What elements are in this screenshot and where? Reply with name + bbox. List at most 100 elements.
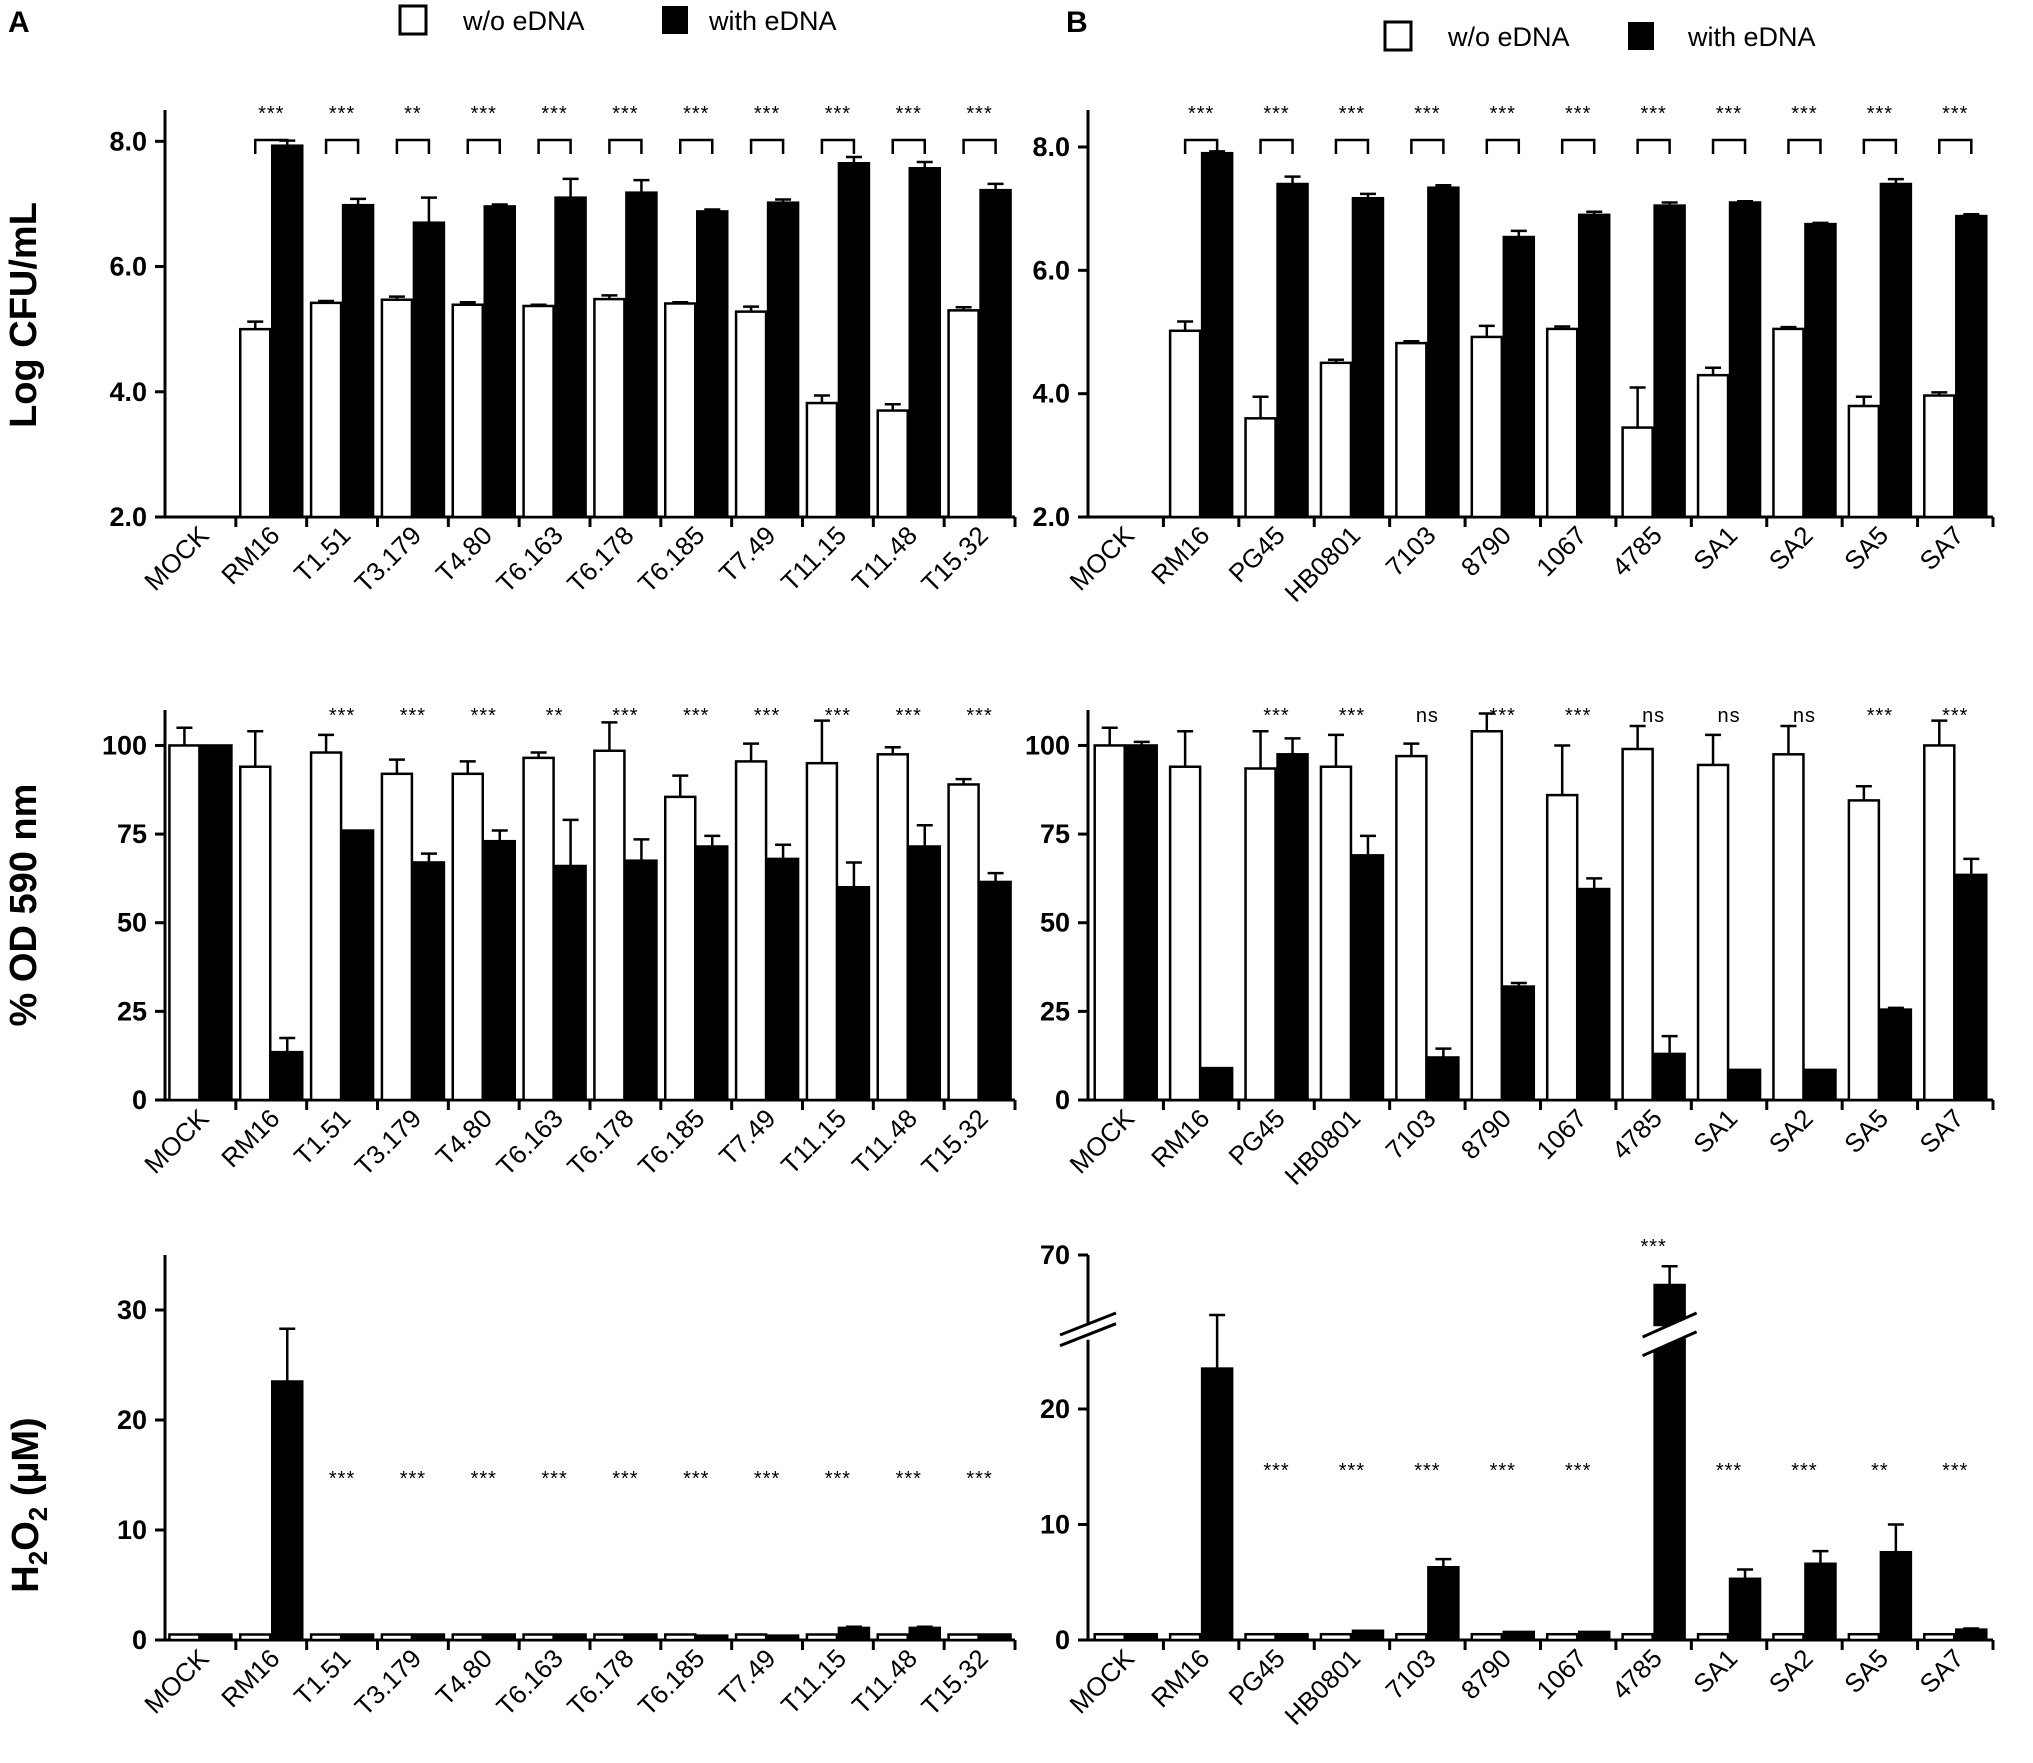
category-label: RM16 [215, 520, 285, 590]
category-label: HB0801 [1279, 1643, 1367, 1731]
bar-with-edna [483, 205, 516, 519]
significance-label: *** [1942, 705, 1968, 727]
significance-label: *** [1942, 103, 1968, 125]
legend-swatch-with-b [1628, 22, 1654, 50]
bar-without-edna [522, 1633, 555, 1642]
bar-with-edna [908, 166, 941, 519]
bar-without-edna [239, 327, 272, 519]
category-label: SA7 [1914, 520, 1970, 576]
significance-label: ** [1871, 1460, 1889, 1482]
category-label: MOCK [138, 1103, 215, 1180]
significance-label: *** [612, 103, 638, 125]
significance-label: *** [754, 103, 780, 125]
category-label: RM16 [1145, 1103, 1215, 1173]
significance-label: *** [1263, 1460, 1289, 1482]
y-tick-label: 6.0 [1032, 255, 1070, 285]
significance-bracket [1560, 138, 1596, 154]
significance-label: *** [1565, 1460, 1591, 1482]
category-label: MOCK [1064, 520, 1141, 597]
bar-without-edna [380, 298, 414, 519]
y-tick-label: 25 [117, 996, 147, 1026]
bar-without-edna [734, 1633, 768, 1642]
y-tick-label: 6.0 [109, 252, 147, 282]
bar-without-edna [1470, 335, 1504, 519]
category-label: SA1 [1687, 1643, 1743, 1699]
significance-label: *** [966, 103, 992, 125]
bar-without-edna [380, 1633, 414, 1642]
bar-with-edna [1955, 214, 1988, 519]
bar-with-edna [908, 845, 941, 1102]
legend-swatch-without-b [1383, 20, 1413, 52]
bar-without-edna [239, 1633, 272, 1642]
significance-label: ns [1642, 705, 1665, 727]
bar-with-edna [412, 221, 446, 519]
bar-without-edna [1470, 1632, 1504, 1642]
category-label: 4785 [1606, 1643, 1668, 1705]
bar-with-edna [1502, 235, 1536, 519]
legend-label-without-a: w/o eDNA [462, 6, 585, 36]
y-axis-title-h2o2: H2O2 (µM) [5, 1417, 53, 1592]
bar-without-edna [805, 761, 839, 1102]
bar-with-edna [1653, 204, 1686, 519]
significance-bracket [749, 138, 785, 154]
category-label: 1067 [1530, 1643, 1592, 1705]
bar-with-edna [271, 144, 304, 519]
bar-without-edna [1244, 417, 1277, 519]
bar-with-edna [979, 880, 1012, 1102]
category-label: T4.80 [430, 1103, 498, 1171]
category-label: PG45 [1223, 1643, 1291, 1711]
legend-label-without-b: w/o eDNA [1447, 22, 1570, 52]
y-axis-title-od: % OD 590 nm [3, 784, 45, 1027]
y-tick-label: 4.0 [109, 377, 147, 407]
significance-label: *** [754, 1468, 780, 1490]
category-label: SA7 [1914, 1643, 1970, 1699]
bar-without-edna [168, 1633, 201, 1642]
significance-label: *** [400, 1468, 426, 1490]
significance-label: *** [966, 705, 992, 727]
category-label: T6.185 [632, 520, 710, 598]
category-label: SA2 [1763, 1643, 1819, 1699]
category-label: T6.178 [561, 1103, 639, 1181]
significance-label: *** [683, 1468, 709, 1490]
significance-label: ns [1416, 705, 1439, 727]
bar-without-edna [734, 760, 768, 1102]
y-tick-label: 100 [1025, 730, 1070, 760]
significance-bracket [1410, 138, 1445, 154]
significance-label: *** [471, 103, 497, 125]
bar-break-gap [1642, 1313, 1697, 1356]
category-label: SA1 [1687, 1103, 1743, 1159]
bar-with-edna [1200, 1066, 1234, 1102]
significance-label: *** [1188, 103, 1214, 125]
category-label: HB0801 [1279, 1103, 1367, 1191]
bar-with-edna [696, 210, 729, 519]
y-tick-label: 0 [132, 1085, 147, 1115]
y-tick-label: 100 [102, 730, 147, 760]
category-label: T11.48 [846, 520, 923, 597]
category-label: SA5 [1838, 520, 1894, 576]
y-tick-label: 50 [1040, 908, 1070, 938]
significance-label: *** [825, 103, 851, 125]
bar-without-edna [1923, 394, 1956, 519]
significance-bracket [1938, 138, 1973, 154]
legend-label-with-b: with eDNA [1687, 22, 1816, 52]
significance-label: *** [1490, 103, 1516, 125]
significance-label: *** [683, 103, 709, 125]
bar-without-edna [1244, 767, 1277, 1102]
category-label: RM16 [1145, 1643, 1215, 1713]
significance-label: *** [825, 1468, 851, 1490]
bar-with-edna [1427, 1565, 1460, 1642]
bar-without-edna [1847, 1632, 1881, 1642]
significance-bracket [608, 138, 643, 154]
bar-without-edna [522, 756, 555, 1102]
bar-with-edna [554, 1633, 587, 1642]
significance-label: *** [471, 1468, 497, 1490]
bar-with-edna [1276, 1632, 1309, 1642]
category-label: 8790 [1455, 1643, 1517, 1705]
significance-label: *** [1339, 103, 1365, 125]
significance-label: *** [1867, 705, 1893, 727]
bar-without-edna [1621, 426, 1654, 519]
significance-label: *** [329, 705, 355, 727]
bar-with-edna [554, 864, 587, 1102]
bar-with-edna [1200, 151, 1234, 519]
bar-with-edna [1804, 222, 1837, 519]
